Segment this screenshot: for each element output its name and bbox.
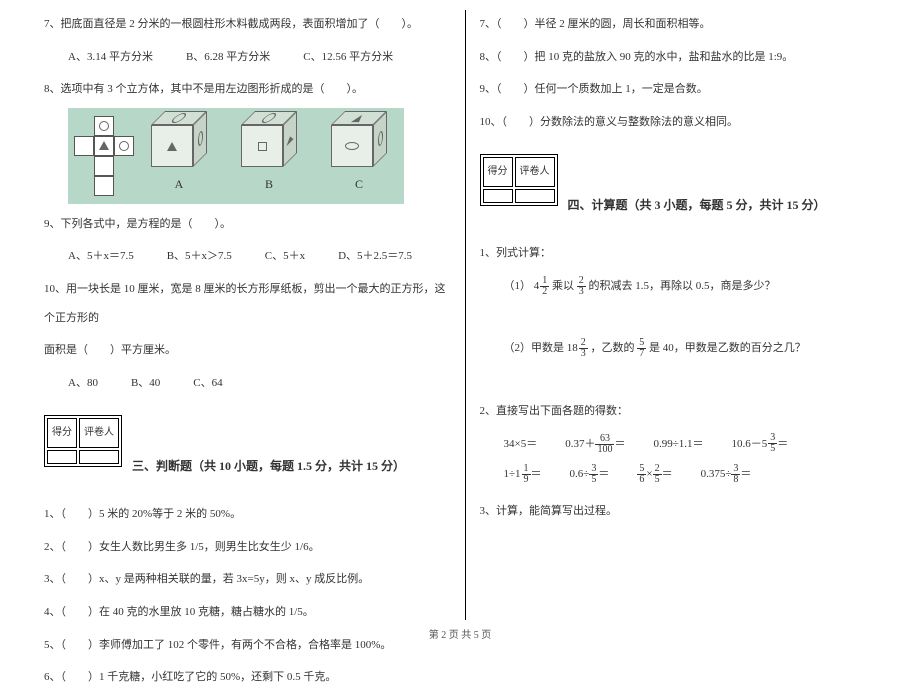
judge-10: 10、（ ）分数除法的意义与整数除法的意义相同。 bbox=[480, 108, 887, 137]
right-column: 7、（ ）半径 2 厘米的圆，周长和面积相等。 8、（ ）把 10 克的盐放入 … bbox=[466, 10, 901, 620]
judge-2: 2、（ ）女生人数比男生多 1/5，则男生比女生少 1/6。 bbox=[44, 533, 451, 562]
q10-line1: 10、用一块长是 10 厘米，宽是 8 厘米的长方形厚纸板，剪出一个最大的正方形… bbox=[44, 275, 451, 332]
judge-5: 5、（ ）李师傅加工了 102 个零件，有两个不合格，合格率是 100%。 bbox=[44, 631, 451, 660]
cube-b: B bbox=[224, 111, 314, 200]
q7-options: A、3.14 平方分米 B、6.28 平方分米 C、12.56 平方分米 bbox=[44, 43, 451, 72]
q9-options: A、5＋x＝7.5 B、5＋x＞7.5 C、5＋x D、5＋2.5＝7.5 bbox=[44, 242, 451, 271]
calc-3: 3、计算，能简算写出过程。 bbox=[480, 497, 887, 526]
judge-1: 1、（ ）5 米的 20%等于 2 米的 50%。 bbox=[44, 500, 451, 529]
judge-4: 4、（ ）在 40 克的水里放 10 克糖，糖占糖水的 1/5。 bbox=[44, 598, 451, 627]
section-3-title: 三、判断题（共 10 小题，每题 1.5 分，共计 15 分） bbox=[132, 459, 405, 473]
cube-figure: A B C bbox=[68, 108, 404, 204]
calc-2-row1: 34×5＝ 0.37＋63100＝ 0.99÷1.1＝ 10.6－535＝ bbox=[480, 430, 887, 459]
q9: 9、下列各式中，是方程的是（ ）。 bbox=[44, 210, 451, 239]
section-4-title: 四、计算题（共 3 小题，每题 5 分，共计 15 分） bbox=[568, 198, 826, 212]
calc-1-2: （2）甲数是 1823 ，乙数的 57 是 40，甲数是乙数的百分之几？ bbox=[480, 334, 887, 363]
q10-line2: 面积是（ ）平方厘米。 bbox=[44, 336, 451, 365]
page-columns: 7、把底面直径是 2 分米的一根圆柱形木料截成两段，表面积增加了（ ）。 A、3… bbox=[0, 0, 920, 620]
left-column: 7、把底面直径是 2 分米的一根圆柱形木料截成两段，表面积增加了（ ）。 A、3… bbox=[30, 10, 466, 620]
calc-1: 1、列式计算： bbox=[480, 239, 887, 268]
cube-c: C bbox=[314, 111, 404, 200]
calc-2-row2: 1÷119＝ 0.6÷35＝ 56×25＝ 0.375÷38＝ bbox=[480, 460, 887, 489]
q8: 8、选项中有 3 个立方体，其中不是用左边图形折成的是（ ）。 bbox=[44, 75, 451, 104]
judge-3: 3、（ ）x、y 是两种相关联的量，若 3x=5y，则 x、y 成反比例。 bbox=[44, 565, 451, 594]
calc-2: 2、直接写出下面各题的得数： bbox=[480, 397, 887, 426]
judge-9: 9、（ ）任何一个质数加上 1，一定是合数。 bbox=[480, 75, 887, 104]
judge-7: 7、（ ）半径 2 厘米的圆，周长和面积相等。 bbox=[480, 10, 887, 39]
q10-options: A、80 B、40 C、64 bbox=[44, 369, 451, 398]
cube-net bbox=[74, 114, 134, 198]
judge-6: 6、（ ）1 千克糖，小红吃了它的 50%，还剩下 0.5 千克。 bbox=[44, 663, 451, 692]
q7: 7、把底面直径是 2 分米的一根圆柱形木料截成两段，表面积增加了（ ）。 bbox=[44, 10, 451, 39]
calc-1-1: （1） 412 乘以 23 的积减去 1.5，再除以 0.5，商是多少？ bbox=[480, 272, 887, 301]
judge-8: 8、（ ）把 10 克的盐放入 90 克的水中，盐和盐水的比是 1:9。 bbox=[480, 43, 887, 72]
cube-a: A bbox=[134, 111, 224, 200]
